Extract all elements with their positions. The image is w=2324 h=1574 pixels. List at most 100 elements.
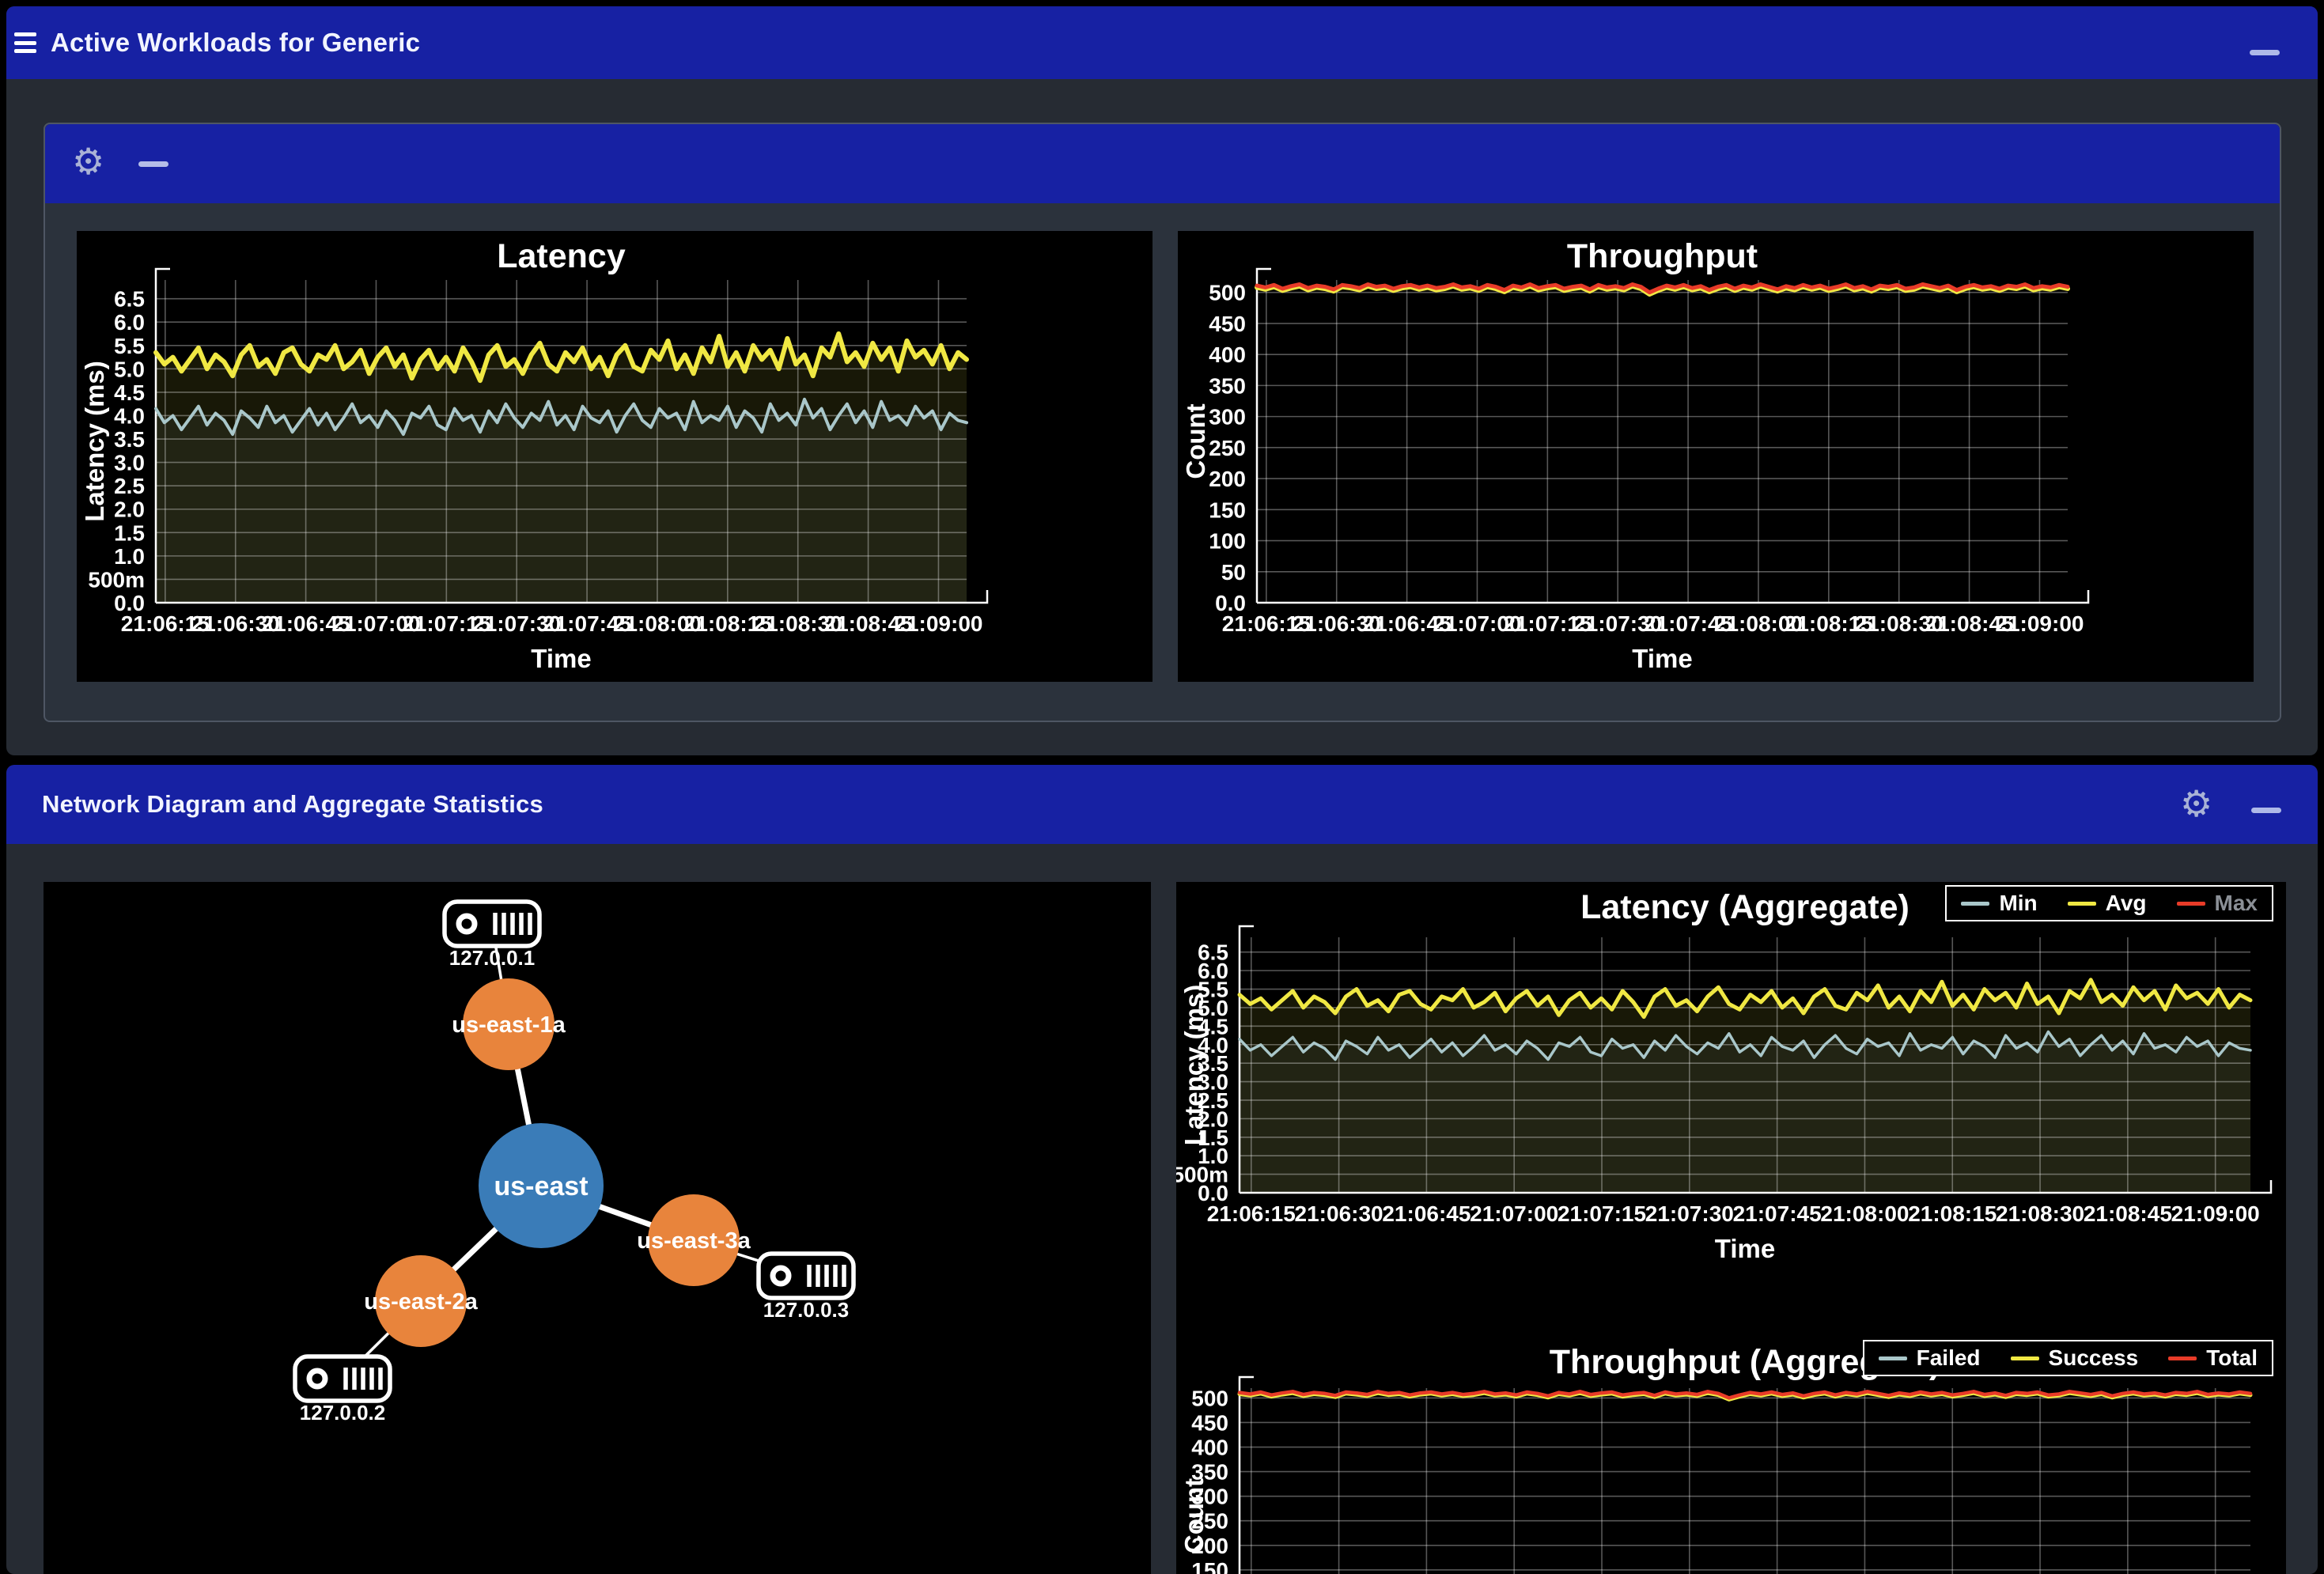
- svg-text:us-east: us-east: [494, 1171, 588, 1201]
- throughput-chart-svg[interactable]: 21:06:1521:06:3021:06:4521:07:0021:07:15…: [1178, 231, 2254, 682]
- svg-text:3.0: 3.0: [114, 451, 145, 475]
- svg-text:5.0: 5.0: [1198, 996, 1228, 1020]
- node-127-0-0-3[interactable]: 127.0.0.3: [756, 1251, 856, 1322]
- legend-swatch: [1878, 1356, 1907, 1360]
- throughput-chart[interactable]: 21:06:15 21:06:30 21:06:45 21:07:00 21:07:15…: [1178, 231, 2254, 682]
- svg-text:100: 100: [1209, 529, 1246, 554]
- legend-label: Success: [2048, 1345, 2139, 1370]
- gear-icon[interactable]: ⚙: [2180, 782, 2213, 825]
- svg-text:2.5: 2.5: [1198, 1088, 1228, 1113]
- svg-text:5.5: 5.5: [1198, 978, 1228, 1002]
- svg-text:21:07:00: 21:07:00: [331, 611, 420, 636]
- svg-text:127.0.0.2: 127.0.0.2: [300, 1401, 385, 1425]
- node-us-east[interactable]: us-east: [479, 1123, 604, 1248]
- svg-text:1.5: 1.5: [114, 520, 145, 545]
- legend-item-total[interactable]: Total: [2168, 1345, 2258, 1371]
- svg-text:21:07:15: 21:07:15: [1558, 1201, 1646, 1226]
- legend-label: Failed: [1916, 1345, 1981, 1370]
- svg-text:350: 350: [1191, 1460, 1228, 1485]
- node-127-0-0-2[interactable]: 127.0.0.2: [293, 1354, 392, 1425]
- svg-text:us-east-1a: us-east-1a: [452, 1012, 566, 1038]
- svg-text:Latency (ms): Latency (ms): [1179, 985, 1209, 1146]
- latency-chart-svg[interactable]: 21:06:1521:06:3021:06:4521:07:0021:07:15…: [77, 231, 1153, 682]
- node-us-east-2a[interactable]: us-east-2a: [364, 1255, 479, 1347]
- latency-aggregate-chart-svg[interactable]: 21:06:1521:06:3021:06:4521:07:0021:07:15…: [1176, 882, 2286, 1337]
- gear-icon[interactable]: ⚙: [72, 140, 105, 183]
- svg-text:21:06:15: 21:06:15: [1222, 611, 1311, 636]
- svg-text:250: 250: [1191, 1509, 1228, 1534]
- svg-text:us-east-3a: us-east-3a: [637, 1228, 751, 1254]
- svg-text:250: 250: [1209, 436, 1246, 460]
- svg-text:6.5: 6.5: [114, 287, 145, 312]
- workloads-panel-header: ⚙: [45, 124, 2280, 203]
- svg-text:21:07:45: 21:07:45: [1733, 1201, 1822, 1226]
- svg-text:500m: 500m: [1176, 1163, 1228, 1187]
- node-us-east-1a[interactable]: us-east-1a: [452, 978, 566, 1070]
- svg-text:200: 200: [1191, 1534, 1228, 1558]
- network-diagram[interactable]: us-east us-east-1a us-east-2a us-east-3a 127…: [44, 882, 1151, 1574]
- svg-text:1.0: 1.0: [114, 544, 145, 569]
- svg-text:1.0: 1.0: [1198, 1144, 1228, 1168]
- svg-text:400: 400: [1191, 1436, 1228, 1460]
- svg-text:21:08:45: 21:08:45: [824, 611, 913, 636]
- svg-text:21:06:15: 21:06:15: [121, 611, 210, 636]
- svg-text:3.5: 3.5: [1198, 1051, 1228, 1076]
- svg-text:21:08:45: 21:08:45: [2084, 1201, 2172, 1226]
- collapse-section-icon[interactable]: [2251, 808, 2281, 813]
- workloads-section: Active Workloads for Generic ⚙ 21:06:15 2…: [6, 6, 2318, 755]
- svg-text:500: 500: [1191, 1386, 1228, 1410]
- svg-text:450: 450: [1191, 1410, 1228, 1435]
- workloads-section-title: Active Workloads for Generic: [51, 28, 421, 57]
- legend-swatch: [2176, 901, 2205, 906]
- legend-swatch: [2067, 901, 2096, 906]
- svg-text:21:08:15: 21:08:15: [1908, 1201, 1997, 1226]
- network-section: Network Diagram and Aggregate Statistics…: [6, 765, 2318, 1574]
- svg-text:3.5: 3.5: [114, 427, 145, 452]
- svg-text:6.0: 6.0: [1198, 959, 1228, 983]
- legend-item-failed[interactable]: Failed: [1878, 1345, 1981, 1371]
- latency-chart[interactable]: 21:06:15 21:06:30 21:06:45 21:07:00 21:07:15…: [77, 231, 1153, 682]
- throughput-aggregate-legend: Failed Success Total: [1862, 1340, 2273, 1376]
- svg-text:127.0.0.3: 127.0.0.3: [763, 1298, 849, 1322]
- svg-text:21:08:00: 21:08:00: [613, 611, 702, 636]
- svg-text:300: 300: [1209, 405, 1246, 429]
- node-127-0-0-1[interactable]: 127.0.0.1: [442, 899, 542, 970]
- svg-text:21:08:00: 21:08:00: [1820, 1201, 1909, 1226]
- svg-text:Time: Time: [1632, 644, 1692, 673]
- svg-text:21:06:45: 21:06:45: [1382, 1201, 1470, 1226]
- legend-item-min[interactable]: Min: [1961, 891, 2038, 916]
- svg-text:500m: 500m: [88, 567, 145, 592]
- svg-text:3.0: 3.0: [1198, 1070, 1228, 1095]
- svg-text:Time: Time: [1715, 1234, 1775, 1263]
- svg-text:50: 50: [1221, 560, 1246, 585]
- network-diagram-svg[interactable]: us-east us-east-1a us-east-2a us-east-3a 127…: [44, 882, 1151, 1574]
- collapse-section-icon[interactable]: [2250, 50, 2280, 55]
- svg-text:2.5: 2.5: [114, 474, 145, 498]
- legend-item-success[interactable]: Success: [2010, 1345, 2139, 1371]
- menu-icon[interactable]: [14, 32, 36, 53]
- svg-text:21:07:15: 21:07:15: [402, 611, 490, 636]
- svg-text:21:06:30: 21:06:30: [1295, 1201, 1383, 1226]
- workloads-panel: ⚙ 21:06:15 21:06:30 21:06:45 21:07:00 21:07:…: [44, 123, 2281, 722]
- svg-text:Throughput: Throughput: [1567, 237, 1758, 275]
- svg-text:21:09:00: 21:09:00: [1995, 611, 2084, 636]
- svg-text:500: 500: [1209, 281, 1246, 305]
- legend-item-avg[interactable]: Avg: [2067, 891, 2147, 916]
- svg-text:150: 150: [1209, 498, 1246, 522]
- legend-label: Total: [2206, 1345, 2258, 1370]
- svg-text:21:07:15: 21:07:15: [1503, 611, 1592, 636]
- svg-text:21:07:45: 21:07:45: [1644, 611, 1732, 636]
- svg-text:4.0: 4.0: [114, 403, 145, 428]
- network-header: Network Diagram and Aggregate Statistics…: [6, 765, 2318, 844]
- svg-text:21:08:15: 21:08:15: [683, 611, 772, 636]
- collapse-panel-icon[interactable]: [138, 161, 168, 167]
- svg-text:21:08:30: 21:08:30: [1996, 1201, 2084, 1226]
- node-us-east-3a[interactable]: us-east-3a: [637, 1194, 751, 1286]
- svg-text:127.0.0.1: 127.0.0.1: [449, 946, 535, 970]
- svg-text:21:08:15: 21:08:15: [1785, 611, 1873, 636]
- latency-aggregate-legend: Min Avg Max: [1945, 885, 2273, 921]
- svg-text:350: 350: [1209, 373, 1246, 398]
- svg-text:us-east-2a: us-east-2a: [364, 1289, 478, 1315]
- legend-item-max[interactable]: Max: [2176, 891, 2258, 916]
